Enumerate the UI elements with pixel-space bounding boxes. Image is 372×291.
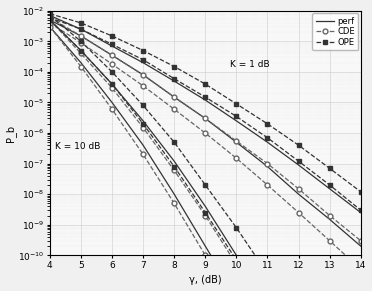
Legend: perf, CDE, OPE: perf, CDE, OPE bbox=[312, 13, 358, 50]
Y-axis label: P_b: P_b bbox=[6, 125, 16, 142]
Text: K = 10 dB: K = 10 dB bbox=[55, 142, 100, 151]
X-axis label: γ, (dB): γ, (dB) bbox=[189, 276, 222, 285]
Text: K = 1 dB: K = 1 dB bbox=[230, 60, 270, 68]
